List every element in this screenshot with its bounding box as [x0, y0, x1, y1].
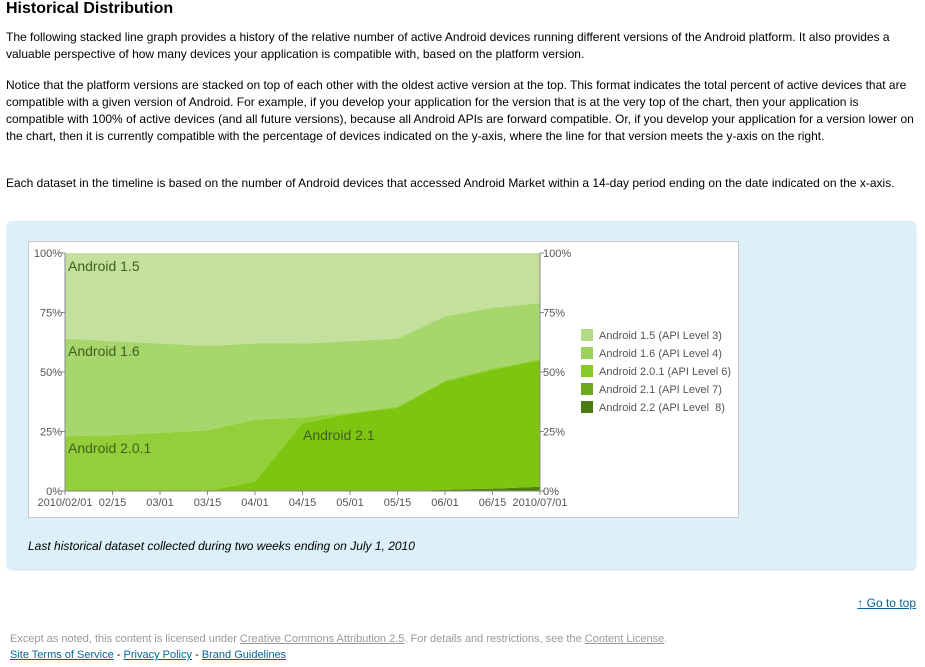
- y2-tick-label: 50%: [543, 367, 565, 379]
- annotation: Android 1.6: [68, 343, 140, 359]
- caption: Last historical dataset collected during…: [28, 539, 415, 553]
- y-tick-label: 0%: [46, 486, 62, 498]
- legend-swatch: [581, 401, 593, 413]
- area: [65, 253, 540, 346]
- x-tick-label: 05/01: [336, 497, 364, 509]
- separator: -: [116, 649, 121, 661]
- y-tick-label: 25%: [40, 427, 62, 439]
- y2-tick-label: 100%: [543, 248, 571, 260]
- x-tick-label: 04/01: [241, 497, 269, 509]
- x-tick-label: 05/15: [384, 497, 412, 509]
- x-tick-label: 06/01: [431, 497, 459, 509]
- legend-swatch: [581, 383, 593, 395]
- paragraph: Each dataset in the timeline is based on…: [6, 176, 895, 190]
- y-tick-label: 75%: [40, 308, 62, 320]
- y2-tick-label: 75%: [543, 308, 565, 320]
- go-to-top-link[interactable]: ↑ Go to top: [857, 596, 916, 610]
- legend-swatch: [581, 329, 593, 341]
- legend-label: Android 2.2 (API Level 8): [599, 402, 725, 414]
- separator: -: [195, 649, 199, 661]
- footer-link[interactable]: Site Terms of Service: [10, 649, 114, 661]
- x-tick-label: 04/15: [289, 497, 317, 509]
- footer-links: Site Terms of Service - Privacy Policy -…: [10, 649, 286, 661]
- footer-link[interactable]: Brand Guidelines: [201, 649, 287, 661]
- y-tick-label: 50%: [40, 367, 62, 379]
- x-tick-label: 2010/02/01: [37, 497, 92, 509]
- legend-label: Android 2.1 (API Level 7): [599, 384, 722, 396]
- license-link[interactable]: Creative Commons Attribution 2.5: [239, 633, 405, 645]
- annotation: Android 2.0.1: [68, 440, 151, 456]
- footer-link[interactable]: Privacy Policy: [123, 649, 192, 661]
- license-text: .: [664, 633, 668, 645]
- license-line: Except as noted, this content is license…: [10, 633, 667, 645]
- legend-label: Android 1.5 (API Level 3): [599, 330, 722, 342]
- legend-label: Android 2.0.1 (API Level 6): [599, 366, 731, 378]
- y2-tick-label: 25%: [543, 427, 565, 439]
- annotation: Android 1.5: [68, 258, 140, 274]
- y-tick-label: 100%: [34, 248, 62, 260]
- x-tick-label: 06/15: [479, 497, 507, 509]
- chart: 0% 0% 25% 25% 50% 50% 75% 75% 100% 100% 2010/02/01…: [28, 241, 739, 518]
- area: [65, 358, 540, 491]
- area: [65, 302, 540, 437]
- x-tick-label: 03/15: [194, 497, 222, 509]
- legend-label: Android 1.6 (API Level 4): [599, 348, 722, 360]
- x-tick-label: 02/15: [99, 497, 127, 509]
- annotation: Android 2.1: [303, 427, 375, 443]
- license-text: Except as noted, this content is license…: [10, 633, 240, 645]
- y2-tick-label: 0%: [543, 486, 559, 498]
- legend-swatch: [581, 365, 593, 377]
- legend-swatch: [581, 347, 593, 359]
- x-tick-label: 2010/07/01: [512, 497, 567, 509]
- paragraph: Notice that the platform versions are st…: [6, 78, 914, 143]
- content-license-link[interactable]: Content License: [584, 633, 665, 645]
- page-title: Historical Distribution: [6, 0, 174, 17]
- area: [65, 360, 540, 491]
- paragraph: The following stacked line graph provide…: [6, 30, 890, 61]
- license-text: . For details and restrictions, see the: [404, 633, 585, 645]
- x-tick-label: 03/01: [146, 497, 174, 509]
